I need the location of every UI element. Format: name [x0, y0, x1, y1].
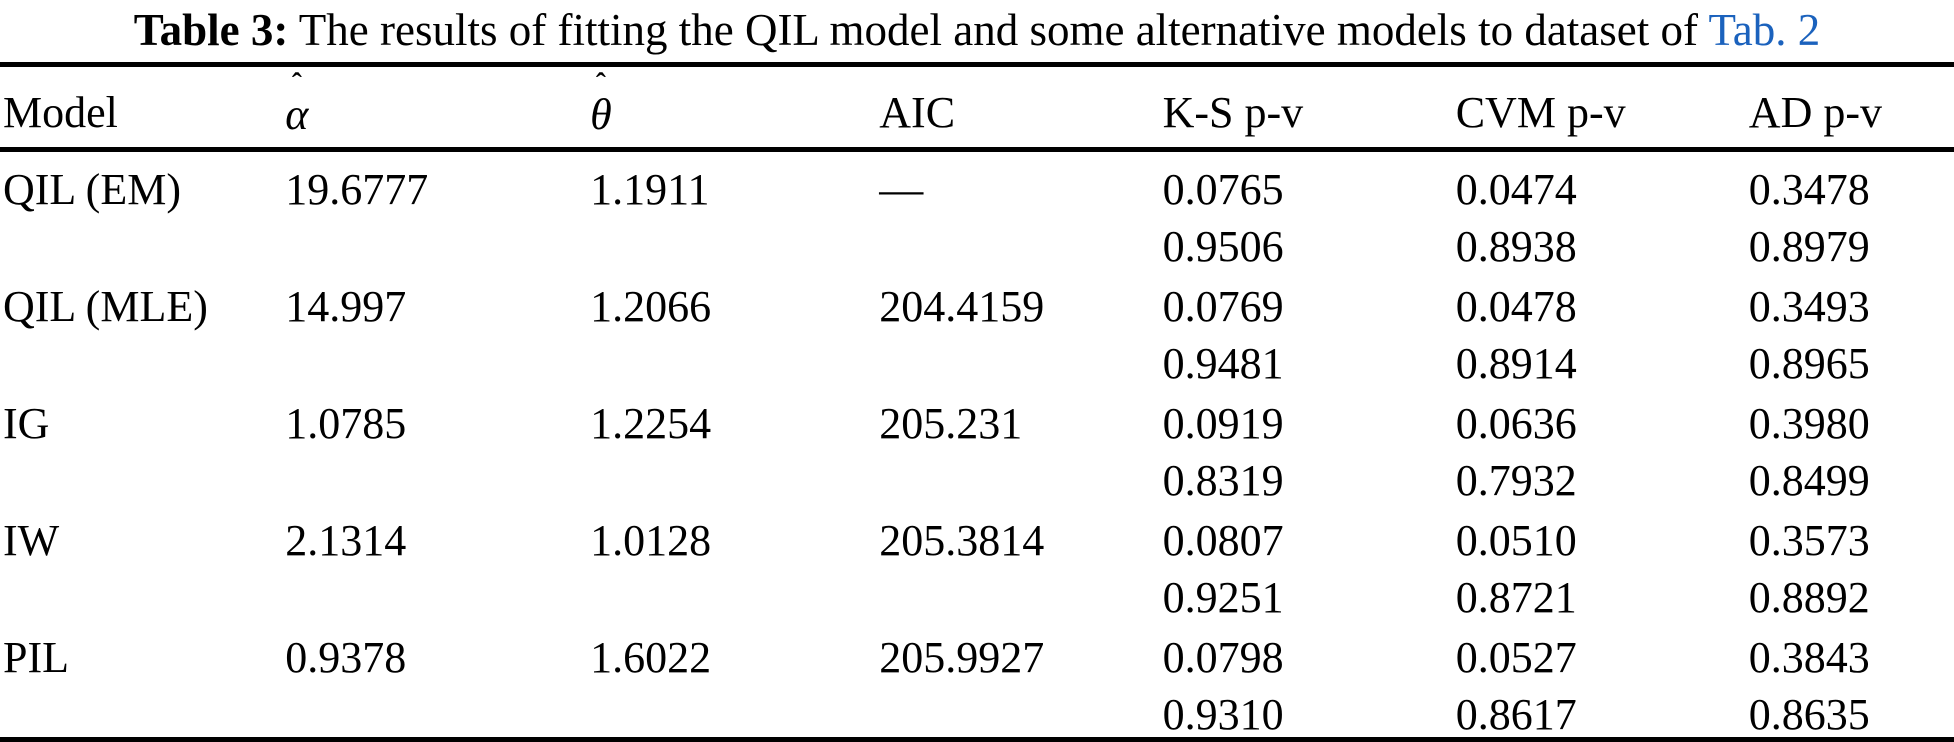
- aic-cell: 205.9927: [879, 633, 1045, 682]
- alpha-estimate-cell: 2.1314: [285, 516, 407, 565]
- tab2-reference-link[interactable]: Tab. 2: [1708, 5, 1821, 55]
- aic-cell: 204.4159: [879, 282, 1045, 331]
- theta-estimate-cell: 1.6022: [590, 633, 712, 682]
- cvm-stat-pv-cell: 0.0527 0.8617: [1455, 633, 1577, 739]
- cvm-stat-pv-cell: 0.0636 0.7932: [1455, 399, 1577, 505]
- ks-stat-pv-cell: 0.0798 0.9310: [1162, 633, 1284, 739]
- table-row: QIL (MLE) 14.997 1.2066 204.4159 0.0769 …: [0, 269, 1954, 386]
- ks-stat-pv-cell: 0.0919 0.8319: [1162, 399, 1284, 505]
- model-name-cell: IW: [3, 516, 60, 565]
- column-header-cvm-pv: CVM p-v: [1455, 64, 1749, 152]
- alpha-estimate-cell: 14.997: [285, 282, 407, 331]
- table-caption: Table 3: The results of fitting the QIL …: [0, 0, 1954, 62]
- theta-estimate-cell: 1.2254: [590, 399, 712, 448]
- ks-stat-pv-cell: 0.0807 0.9251: [1162, 516, 1284, 622]
- ad-stat-pv-cell: 0.3493 0.8965: [1748, 282, 1870, 388]
- results-table: Model ˆ α ˆ θ AIC K-S p-v CVM p-v AD p-v: [0, 62, 1954, 742]
- table-caption-label: Table 3:: [133, 5, 289, 55]
- theta-hat-symbol: ˆ θ: [590, 67, 612, 139]
- ad-stat-pv-cell: 0.3843 0.8635: [1748, 633, 1870, 739]
- table-caption-text: The results of fitting the QIL model and…: [298, 5, 1698, 55]
- cvm-stat-pv-cell: 0.0478 0.8914: [1455, 282, 1577, 388]
- circumflex-hat-icon: ˆ: [291, 67, 302, 100]
- model-name-cell: PIL: [3, 633, 69, 682]
- model-name-cell: IG: [3, 399, 50, 448]
- cvm-stat-pv-cell: 0.0510 0.8721: [1455, 516, 1577, 622]
- alpha-estimate-cell: 1.0785: [285, 399, 407, 448]
- alpha-estimate-cell: 19.6777: [285, 165, 429, 214]
- ad-stat-pv-cell: 0.3573 0.8892: [1748, 516, 1870, 622]
- cvm-stat-pv-cell: 0.0474 0.8938: [1455, 165, 1577, 271]
- column-header-model: Model: [0, 64, 286, 152]
- ad-stat-pv-cell: 0.3980 0.8499: [1748, 399, 1870, 505]
- ks-stat-pv-cell: 0.0765 0.9506: [1162, 165, 1284, 271]
- aic-cell: 205.231: [879, 399, 1023, 448]
- table-row: QIL (EM) 19.6777 1.1911 — 0.0765 0.9506 …: [0, 150, 1954, 271]
- theta-estimate-cell: 1.0128: [590, 516, 712, 565]
- aic-cell: 205.3814: [879, 516, 1045, 565]
- theta-estimate-cell: 1.2066: [590, 282, 712, 331]
- column-header-alpha-hat: ˆ α: [285, 64, 591, 152]
- ad-stat-pv-cell: 0.3478 0.8979: [1748, 165, 1870, 271]
- alpha-estimate-cell: 0.9378: [285, 633, 407, 682]
- aic-cell: —: [879, 165, 924, 214]
- alpha-hat-symbol: ˆ α: [285, 67, 309, 139]
- ks-stat-pv-cell: 0.0769 0.9481: [1162, 282, 1284, 388]
- column-header-ks-pv: K-S p-v: [1162, 64, 1456, 152]
- table-header-row: Model ˆ α ˆ θ AIC K-S p-v CVM p-v AD p-v: [0, 64, 1954, 152]
- column-header-aic: AIC: [879, 64, 1163, 152]
- table-row: PIL 0.9378 1.6022 205.9927 0.0798 0.9310…: [0, 620, 1954, 740]
- model-name-cell: QIL (MLE): [3, 282, 208, 331]
- column-header-ad-pv: AD p-v: [1748, 64, 1954, 152]
- circumflex-hat-icon: ˆ: [595, 67, 606, 100]
- table-row: IW 2.1314 1.0128 205.3814 0.0807 0.9251 …: [0, 503, 1954, 620]
- model-name-cell: QIL (EM): [3, 165, 181, 214]
- table-row: IG 1.0785 1.2254 205.231 0.0919 0.8319 0…: [0, 386, 1954, 503]
- column-header-theta-hat: ˆ θ: [590, 64, 880, 152]
- theta-estimate-cell: 1.1911: [590, 165, 710, 214]
